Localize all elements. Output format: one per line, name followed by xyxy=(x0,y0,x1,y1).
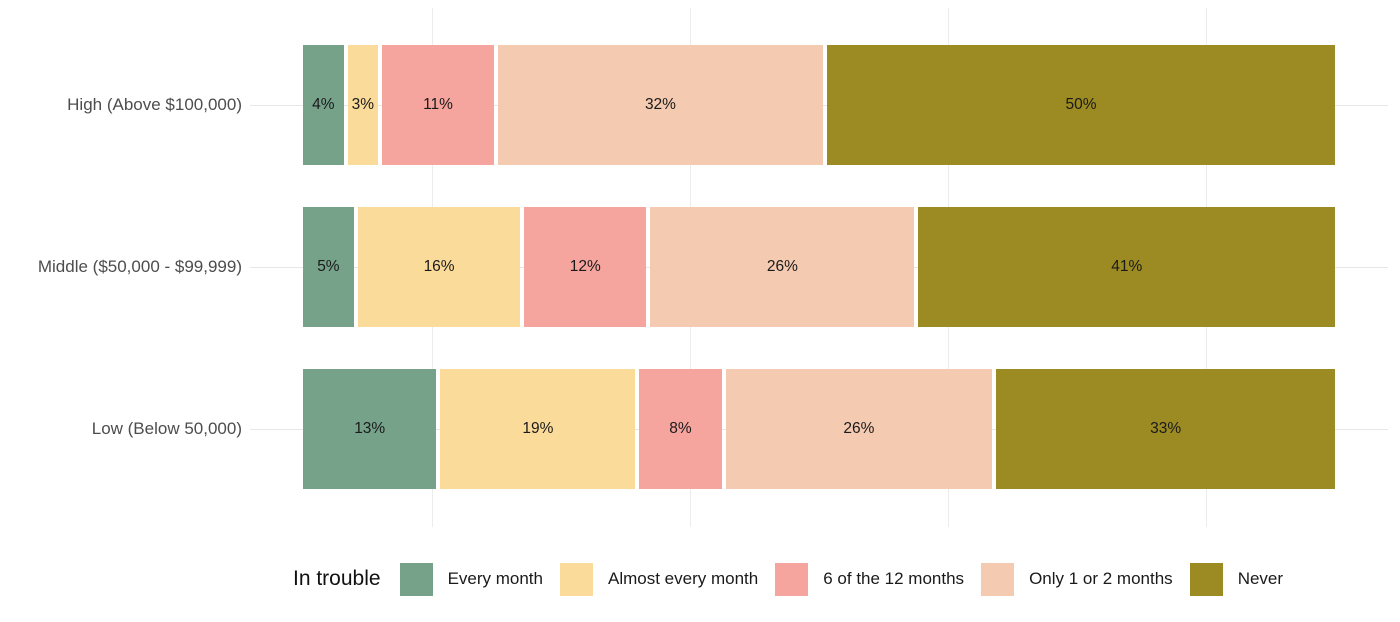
bar-segment: 50% xyxy=(827,45,1336,165)
bar-segment: 41% xyxy=(918,207,1335,327)
bar-segment-value: 12% xyxy=(569,258,601,275)
bar-segment: 26% xyxy=(650,207,915,327)
bar-segment: 4% xyxy=(303,45,344,165)
legend-label: Almost every month xyxy=(608,569,759,588)
legend-item: Never xyxy=(1189,562,1284,596)
legend-label: Only 1 or 2 months xyxy=(1029,569,1173,588)
bar-segment-value: 4% xyxy=(312,96,335,113)
bar-segment-value: 3% xyxy=(351,96,375,113)
legend-swatch xyxy=(399,562,433,596)
legend-swatch xyxy=(560,562,593,596)
bar-segment: 13% xyxy=(303,369,437,489)
bar-row: 5% 16% 12% 26% 41% xyxy=(303,207,1335,327)
legend-label: 6 of the 12 months xyxy=(823,569,965,588)
legend-label: Never xyxy=(1237,569,1284,588)
legend-swatch xyxy=(775,562,809,596)
bar-segment-value: 19% xyxy=(522,420,554,437)
legend-swatch xyxy=(981,562,1015,596)
bar-segment: 5% xyxy=(303,207,354,327)
legend-item: Every month xyxy=(399,562,543,596)
bar-segment-value: 50% xyxy=(1065,96,1097,113)
bar-segment: 12% xyxy=(524,207,647,327)
bar-row: 4% 3% 11% 32% 50% xyxy=(303,45,1336,165)
bar-segment-value: 11% xyxy=(423,96,453,113)
legend-label: Every month xyxy=(447,569,543,588)
legend: In trouble Every month Almost every month… xyxy=(293,560,1283,598)
bar-segment: 11% xyxy=(382,45,494,165)
bar-row: 13% 19% 8% 26% 33% xyxy=(303,369,1335,489)
axis-label: High (Above $100,000) xyxy=(67,95,242,114)
legend-item: Only 1 or 2 months xyxy=(981,562,1173,596)
bar-segment: 19% xyxy=(440,369,636,489)
bar-segment: 33% xyxy=(996,369,1335,489)
bar-segment: 32% xyxy=(497,45,824,165)
bar-segment: 8% xyxy=(639,369,722,489)
bar-segment-value: 16% xyxy=(423,258,455,275)
axis-label: Low (Below 50,000) xyxy=(91,419,242,438)
bar-segment-value: 32% xyxy=(644,96,676,113)
axis-label: Middle ($50,000 - $99,999) xyxy=(37,257,242,276)
bar-segment: 26% xyxy=(725,369,993,489)
bar-segment-value: 26% xyxy=(766,258,798,275)
legend-title: In trouble xyxy=(293,567,381,590)
bar-segment-value: 5% xyxy=(317,258,340,275)
legend-item: Almost every month xyxy=(560,562,759,596)
bar-segment-value: 13% xyxy=(354,420,386,437)
bar-segment-value: 41% xyxy=(1111,258,1143,275)
bar-segment: 3% xyxy=(347,45,379,165)
legend-swatch xyxy=(1189,562,1223,596)
plot-panel: 4% 3% 11% 32% 50% 5% 16% 12% 26% 41% 13% 19% 8% 26% 33… xyxy=(250,8,1388,527)
legend-item: 6 of the 12 months xyxy=(775,562,965,596)
bar-segment: 16% xyxy=(357,207,521,327)
bar-segment-value: 8% xyxy=(669,420,692,437)
bar-segment-value: 26% xyxy=(843,420,875,437)
bar-segment-value: 33% xyxy=(1150,420,1182,437)
